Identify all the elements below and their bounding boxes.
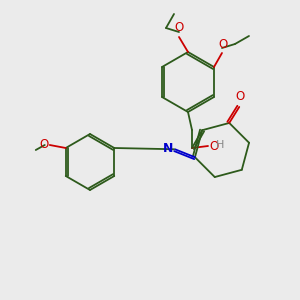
Text: O: O (174, 21, 184, 34)
Text: O: O (218, 38, 228, 51)
Text: H: H (216, 140, 224, 150)
Text: O: O (40, 137, 49, 151)
Text: O: O (236, 90, 245, 103)
Text: O: O (209, 140, 218, 152)
Text: N: N (163, 142, 173, 155)
